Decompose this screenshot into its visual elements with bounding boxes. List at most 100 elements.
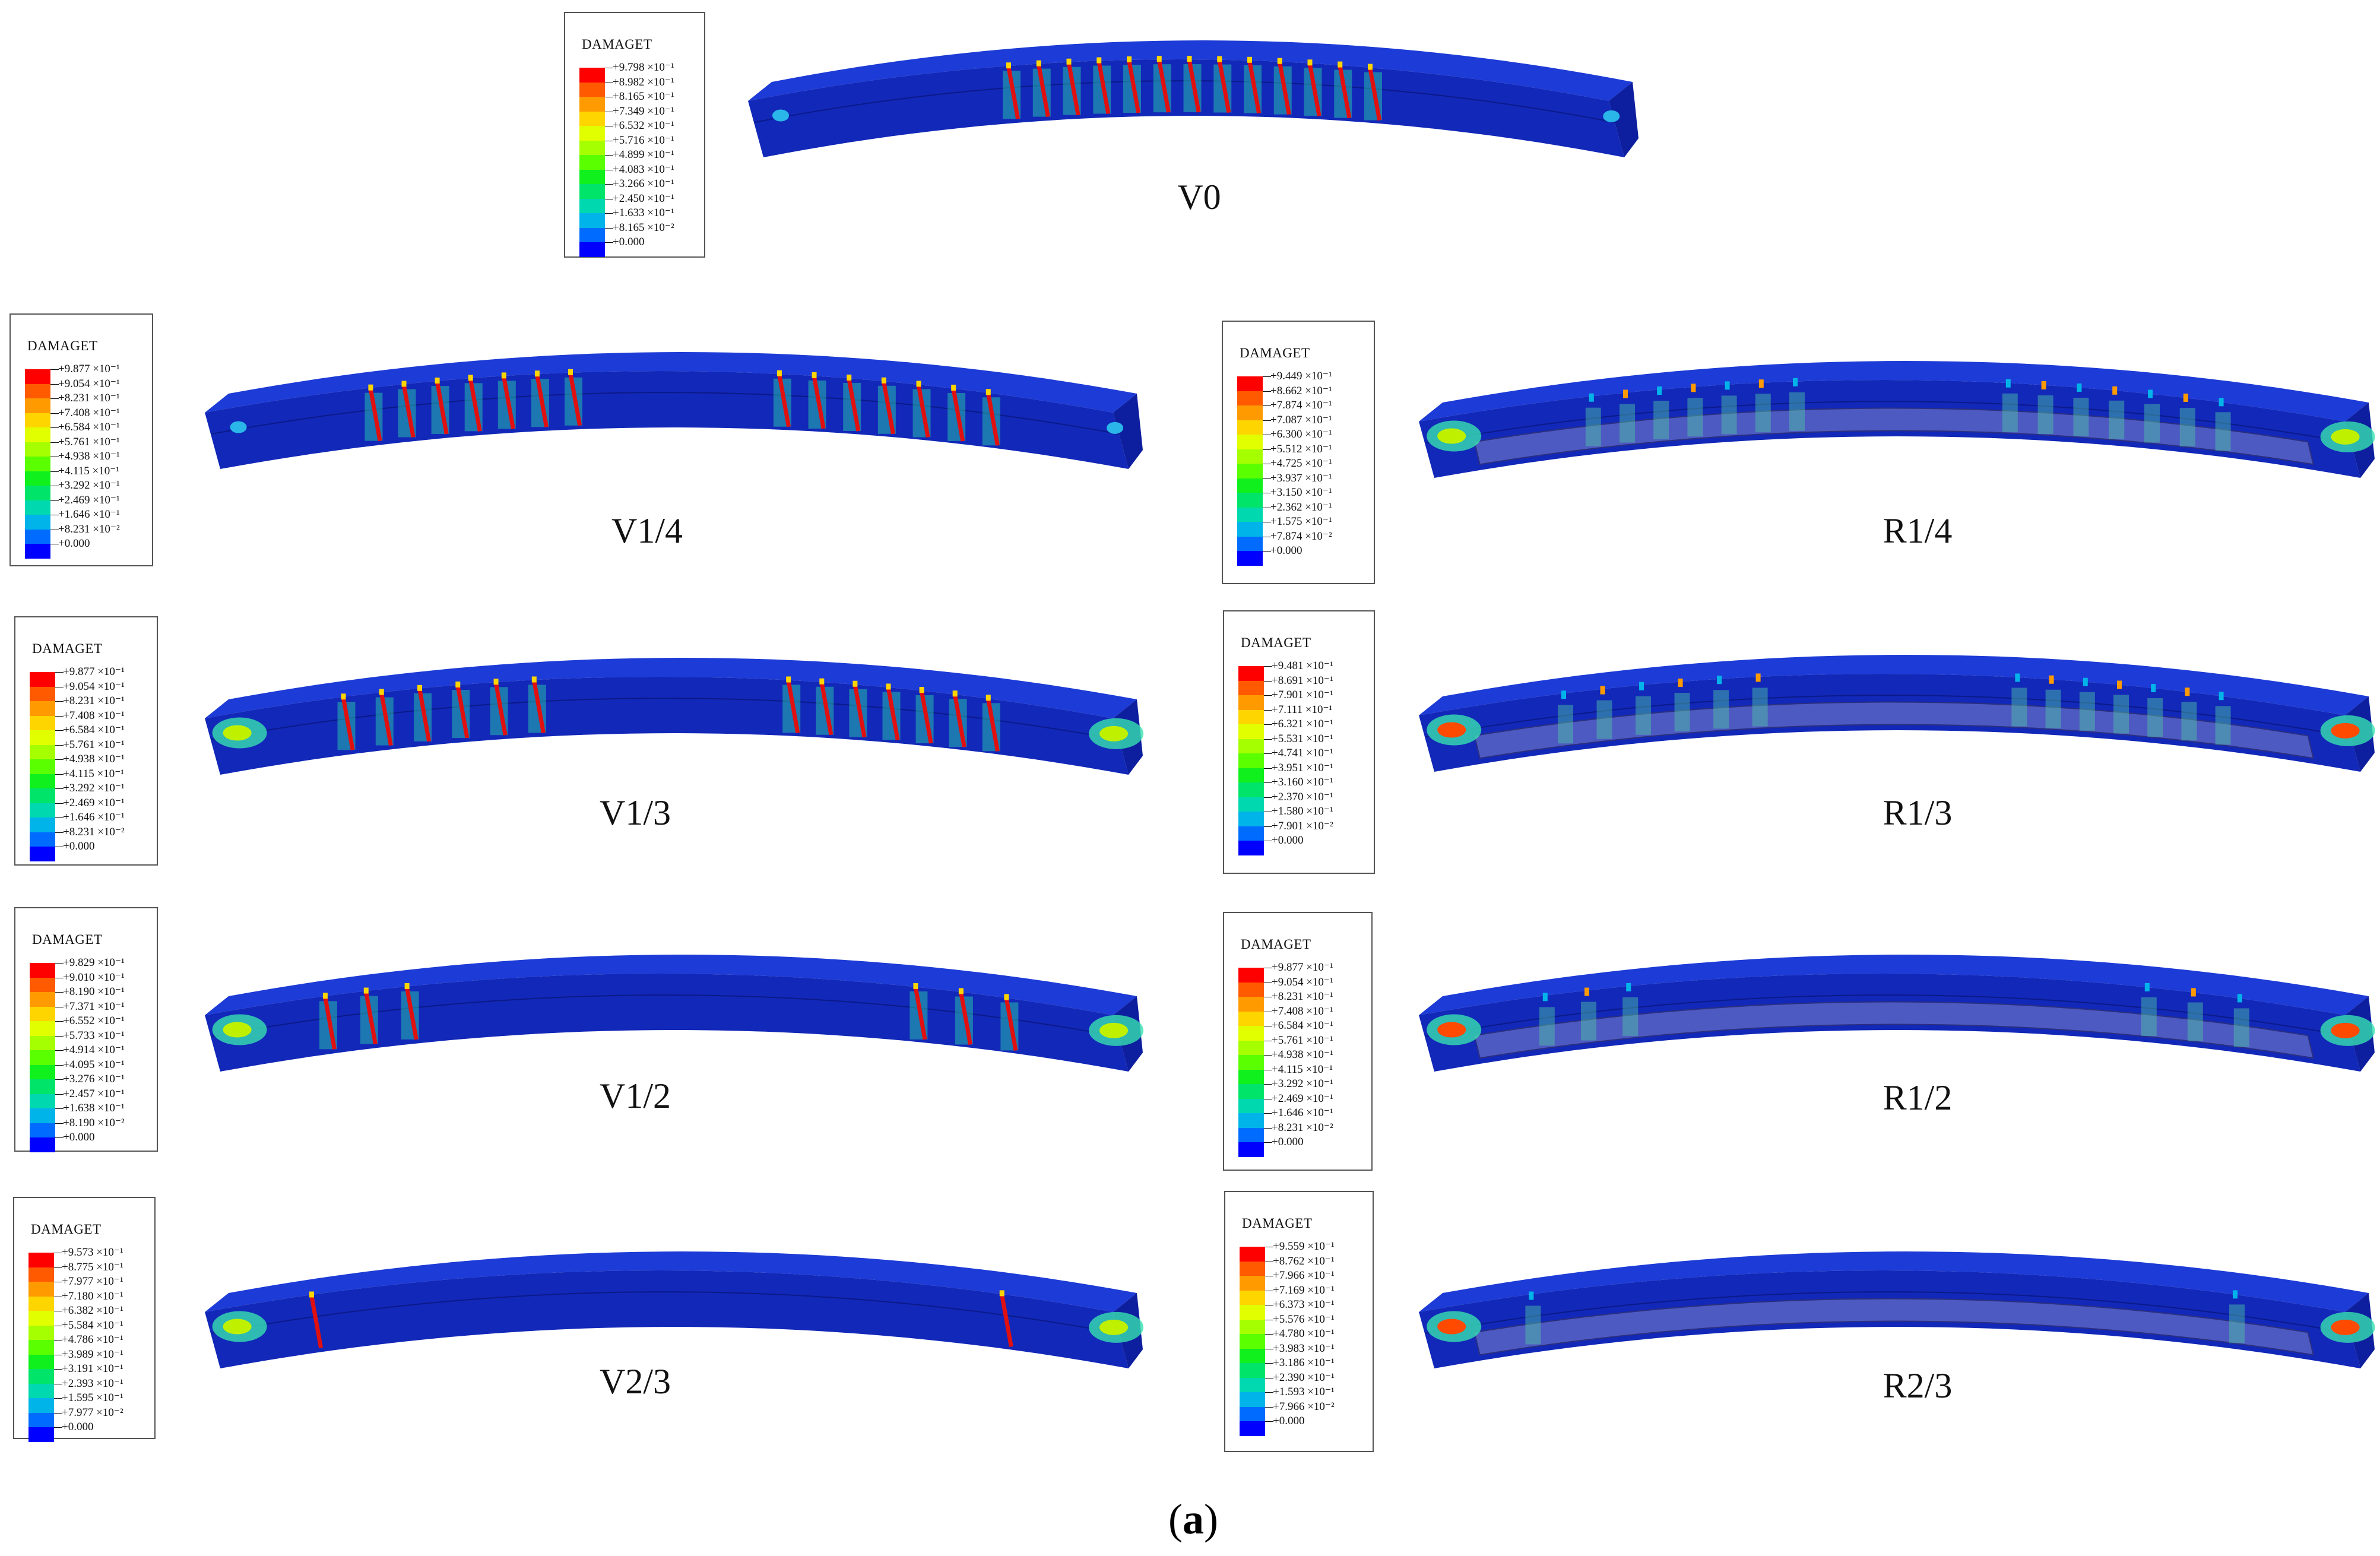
legend-value: +8.691 ×10⁻¹ xyxy=(1272,674,1333,687)
legend-swatch xyxy=(1238,695,1264,710)
beam-end-face xyxy=(1609,82,1639,157)
crack-line xyxy=(368,389,382,442)
legend-value: +9.559 ×10⁻¹ xyxy=(1273,1240,1335,1253)
legend-title: DAMAGET xyxy=(1241,635,1311,650)
legend-tick xyxy=(1264,826,1272,827)
legend-swatch xyxy=(30,803,55,818)
damage-spot xyxy=(958,988,964,994)
damage-spot xyxy=(1217,56,1222,62)
legend-value: +5.584 ×10⁻¹ xyxy=(62,1319,123,1332)
damage-spot xyxy=(886,683,891,690)
legend-swatch xyxy=(28,1383,54,1399)
legend-swatch xyxy=(579,140,605,156)
damage-halo xyxy=(1713,690,1729,729)
legend-swatch xyxy=(1238,1127,1264,1143)
legend-value: +4.938 ×10⁻¹ xyxy=(58,450,120,462)
damage-halo xyxy=(1620,404,1635,443)
legend-swatch xyxy=(30,701,55,716)
legend-swatch xyxy=(1240,1247,1265,1262)
damage-spot xyxy=(2112,386,2118,395)
crack-line xyxy=(951,389,965,442)
damage-spot xyxy=(501,372,506,379)
damage-spot xyxy=(1187,56,1192,62)
legend-value: +1.595 ×10⁻¹ xyxy=(62,1392,123,1404)
legend-swatch xyxy=(25,369,50,384)
legend-tick xyxy=(1264,782,1272,783)
support-damage-core xyxy=(2331,722,2360,739)
damage-spot xyxy=(913,983,918,989)
caption-close: ) xyxy=(1204,1495,1218,1543)
support-damage-core xyxy=(223,1319,252,1335)
beam-top-face xyxy=(1419,655,2369,715)
crack-line xyxy=(309,1295,323,1349)
crack-line xyxy=(1278,62,1291,115)
legend-value: +1.638 ×10⁻¹ xyxy=(63,1102,125,1114)
damage-halo xyxy=(2215,706,2231,745)
legend-tick xyxy=(1265,1392,1273,1393)
legend-tick xyxy=(1263,420,1271,421)
legend-R13: DAMAGET +9.481 ×10⁻¹ +8.691 ×10⁻¹ +7.901 ×… xyxy=(1223,610,1375,874)
legend-swatch xyxy=(25,384,50,399)
legend-swatch xyxy=(1238,812,1264,826)
beam-edge xyxy=(1425,994,2352,1038)
damage-spot xyxy=(2015,673,2020,682)
beam-front-face xyxy=(205,974,1129,1072)
crack-line xyxy=(1037,65,1050,118)
legend-swatch xyxy=(579,155,605,170)
crack-line xyxy=(532,680,546,734)
damage-spot xyxy=(2185,687,2190,696)
crack-line xyxy=(405,987,419,1040)
legend-value: +1.646 ×10⁻¹ xyxy=(63,811,125,823)
damage-spot xyxy=(417,684,423,691)
crack-line xyxy=(323,997,337,1050)
legend-value: +2.469 ×10⁻¹ xyxy=(63,796,125,809)
support-damage-core xyxy=(2331,1319,2360,1335)
damage-spot xyxy=(368,384,373,391)
legend-tick xyxy=(1264,1084,1272,1085)
damage-spot xyxy=(1589,393,1594,402)
support-damage-core xyxy=(1437,1319,1466,1335)
crack-line xyxy=(953,695,966,747)
support-damage-core xyxy=(223,725,252,741)
damage-halo xyxy=(2144,404,2160,443)
legend-value: +1.575 ×10⁻¹ xyxy=(1270,515,1332,528)
crack-line xyxy=(364,991,378,1045)
legend-value: +5.761 ×10⁻¹ xyxy=(63,738,125,751)
beam-label-R23: R2/3 xyxy=(1883,1366,1953,1405)
legend-swatch xyxy=(30,686,55,702)
damage-halo xyxy=(2233,1008,2249,1047)
damage-spot xyxy=(1758,379,1764,388)
crack-line xyxy=(1217,60,1231,113)
figure-caption: (a) xyxy=(1128,1495,1259,1544)
legend-value: +9.877 ×10⁻¹ xyxy=(58,363,120,375)
legend-tick xyxy=(55,1035,64,1037)
legend-value: +8.165 ×10⁻¹ xyxy=(613,90,674,103)
legend-swatch xyxy=(1240,1276,1265,1291)
crack-line xyxy=(986,699,1000,752)
legend-value: +8.231 ×10⁻² xyxy=(58,522,120,535)
damage-halo xyxy=(1585,407,1601,446)
legend-swatch xyxy=(1238,1098,1264,1114)
damage-spot xyxy=(1657,386,1662,395)
legend-swatch xyxy=(1240,1363,1265,1378)
beam-edge xyxy=(1425,401,2352,444)
legend-swatch xyxy=(579,82,605,97)
legend-swatch xyxy=(1238,1026,1264,1041)
damage-spot xyxy=(2148,389,2153,398)
damage-spot xyxy=(2219,398,2224,407)
legend-swatch xyxy=(1237,420,1263,435)
damage-spot xyxy=(812,372,817,378)
beam-edge xyxy=(211,392,1120,435)
legend-swatch xyxy=(25,413,50,428)
legend-swatch xyxy=(1238,724,1264,739)
legend-swatch xyxy=(30,992,55,1007)
crack-line xyxy=(1308,64,1321,116)
damage-spot xyxy=(2083,677,2088,686)
crack-line xyxy=(886,687,900,741)
legend-value: +2.362 ×10⁻¹ xyxy=(1270,500,1332,514)
legend-value: +7.977 ×10⁻² xyxy=(62,1406,123,1419)
damage-spot xyxy=(1338,61,1343,68)
legend-swatch xyxy=(30,759,55,774)
legend-value: +9.054 ×10⁻¹ xyxy=(58,377,120,390)
legend-value: +5.576 ×10⁻¹ xyxy=(1273,1313,1335,1326)
